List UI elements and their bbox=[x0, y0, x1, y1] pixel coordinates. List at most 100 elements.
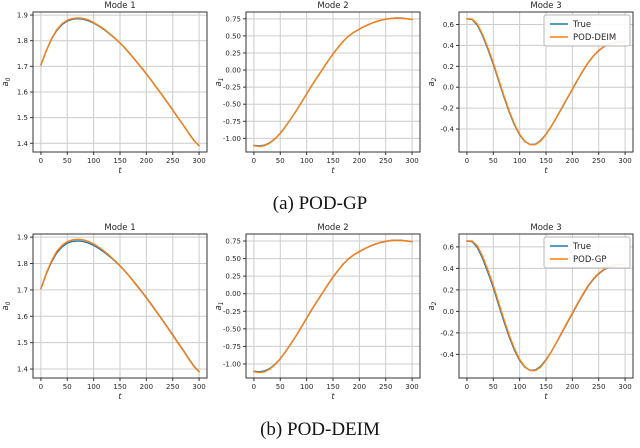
approx-line bbox=[40, 17, 200, 147]
plot-canvas: 0 50 100 150 200 250 300 -0.4 -0.2 0.0 0.2 0.4 0.6 Mo… bbox=[426, 222, 639, 412]
y-tick-label: 0.0 bbox=[443, 308, 454, 316]
plot-title: Mode 2 bbox=[317, 1, 348, 11]
plot-canvas: 0 50 100 150 200 250 300 -1.00 -0.75 -0.50 -0.25 0.… bbox=[213, 222, 426, 412]
x-tick-label: 150 bbox=[539, 383, 552, 391]
subplot-b-mode-3: 0 50 100 150 200 250 300 -0.4 -0.2 0.0 0.2 0.4 0.6 Mo… bbox=[426, 222, 639, 412]
y-tick-label: 1.7 bbox=[17, 63, 28, 71]
y-tick-label: 1.5 bbox=[17, 114, 28, 122]
x-tick-label: 200 bbox=[566, 157, 579, 165]
x-tick-label: 250 bbox=[592, 383, 605, 391]
legend-label: True bbox=[572, 20, 591, 30]
x-tick-label: 300 bbox=[405, 383, 418, 391]
y-tick-label: 1.9 bbox=[17, 12, 28, 20]
y-tick-label: 1.6 bbox=[17, 89, 29, 97]
x-axis-label: t bbox=[544, 392, 548, 401]
y-axis-label: a1 bbox=[214, 77, 225, 86]
x-tick-label: 250 bbox=[166, 383, 179, 391]
legend: True POD-GP bbox=[543, 236, 631, 269]
y-tick-label: 0.4 bbox=[443, 42, 455, 50]
y-tick-label: -0.4 bbox=[440, 351, 454, 359]
legend-box bbox=[543, 236, 631, 269]
x-tick-label: 50 bbox=[276, 383, 285, 391]
subplot-a-mode-2: 0 50 100 150 200 250 300 -1.00 -0.75 -0.50 -0.25 0.… bbox=[213, 0, 426, 186]
caption-b: (b) POD-DEIM bbox=[260, 419, 380, 440]
y-tick-label: 0.00 bbox=[225, 290, 241, 298]
plot-canvas: 0 50 100 150 200 250 300 -1.00 -0.75 -0.50 -0.25 0.… bbox=[213, 0, 426, 186]
x-tick-label: 150 bbox=[113, 157, 126, 165]
y-axis-label: a2 bbox=[427, 301, 438, 310]
y-tick-label: 1.4 bbox=[17, 366, 29, 374]
subplot-a-mode-3: 0 50 100 150 200 250 300 -0.4 -0.2 0.0 0.2 0.4 0.6 Mo… bbox=[426, 0, 639, 186]
x-tick-label: 0 bbox=[39, 383, 43, 391]
plot-background bbox=[213, 222, 426, 412]
figure-row-b: 0 50 100 150 200 250 300 1.4 1.5 1.6 1.7 1.8 1.9 Mode… bbox=[0, 222, 640, 412]
x-tick-label: 200 bbox=[353, 157, 366, 165]
y-tick-label: 0.6 bbox=[443, 243, 455, 251]
y-tick-label: -1.00 bbox=[223, 135, 241, 143]
y-axis-label: a0 bbox=[1, 301, 12, 310]
y-tick-label: 0.50 bbox=[225, 32, 241, 40]
x-axis-label: t bbox=[118, 166, 122, 175]
approx-line bbox=[466, 18, 626, 146]
caption-a: (a) POD-GP bbox=[272, 193, 368, 214]
y-tick-label: 0.4 bbox=[443, 265, 455, 273]
legend-label: True bbox=[572, 242, 591, 252]
x-tick-label: 0 bbox=[252, 157, 256, 165]
x-tick-label: 100 bbox=[87, 383, 100, 391]
x-tick-label: 100 bbox=[87, 157, 100, 165]
y-tick-label: -0.25 bbox=[223, 84, 241, 92]
x-axis-label: t bbox=[331, 166, 335, 175]
x-tick-label: 150 bbox=[539, 157, 552, 165]
x-tick-label: 250 bbox=[379, 383, 392, 391]
x-tick-label: 0 bbox=[465, 383, 469, 391]
x-tick-label: 300 bbox=[618, 157, 631, 165]
plot-background bbox=[213, 0, 426, 186]
x-tick-label: 50 bbox=[489, 157, 498, 165]
plot-title: Mode 2 bbox=[317, 223, 348, 233]
x-tick-label: 300 bbox=[405, 157, 418, 165]
x-tick-label: 300 bbox=[192, 157, 205, 165]
legend-label: POD-GP bbox=[573, 255, 606, 265]
x-tick-label: 250 bbox=[379, 157, 392, 165]
plot-title: Mode 1 bbox=[104, 1, 135, 11]
x-tick-label: 50 bbox=[63, 157, 72, 165]
x-tick-label: 0 bbox=[252, 383, 256, 391]
y-tick-label: -0.4 bbox=[440, 126, 454, 134]
approx-line bbox=[253, 17, 413, 148]
y-tick-label: -0.2 bbox=[440, 105, 454, 113]
x-tick-label: 100 bbox=[300, 383, 313, 391]
y-tick-label: 0.0 bbox=[443, 84, 454, 92]
x-tick-label: 300 bbox=[618, 383, 631, 391]
y-axis-label: a2 bbox=[427, 77, 438, 86]
y-tick-label: -0.75 bbox=[223, 118, 241, 126]
y-axis-label: a0 bbox=[1, 77, 12, 86]
x-tick-label: 150 bbox=[113, 383, 126, 391]
x-tick-label: 50 bbox=[276, 157, 285, 165]
y-tick-label: 1.8 bbox=[17, 260, 28, 268]
y-tick-label: 1.4 bbox=[17, 140, 29, 148]
y-tick-label: 1.8 bbox=[17, 37, 28, 45]
legend: True POD-DEIM bbox=[543, 14, 631, 47]
y-tick-label: 0.6 bbox=[443, 21, 455, 29]
plot-background bbox=[0, 222, 213, 412]
plot-background bbox=[0, 0, 213, 186]
approx-line bbox=[253, 239, 413, 374]
y-tick-label: 0.25 bbox=[225, 273, 241, 281]
x-tick-label: 100 bbox=[300, 157, 313, 165]
x-tick-label: 200 bbox=[566, 383, 579, 391]
x-tick-label: 200 bbox=[140, 383, 153, 391]
plot-canvas: 0 50 100 150 200 250 300 -0.4 -0.2 0.0 0.2 0.4 0.6 Mo… bbox=[426, 0, 639, 186]
x-tick-label: 100 bbox=[513, 157, 526, 165]
y-tick-label: 0.50 bbox=[225, 255, 241, 263]
y-tick-label: 0.75 bbox=[225, 238, 241, 246]
x-tick-label: 100 bbox=[513, 383, 526, 391]
x-tick-label: 250 bbox=[166, 157, 179, 165]
x-axis-label: t bbox=[544, 166, 548, 175]
y-tick-label: -0.50 bbox=[223, 101, 241, 109]
x-tick-label: 150 bbox=[326, 383, 339, 391]
x-tick-label: 250 bbox=[592, 157, 605, 165]
y-tick-label: 0.00 bbox=[225, 67, 241, 75]
figure-row-a: 0 50 100 150 200 250 300 1.4 1.5 1.6 1.7 1.8 1.9 Mode… bbox=[0, 0, 640, 186]
subplot-b-mode-1: 0 50 100 150 200 250 300 1.4 1.5 1.6 1.7 1.8 1.9 Mode… bbox=[0, 222, 213, 412]
